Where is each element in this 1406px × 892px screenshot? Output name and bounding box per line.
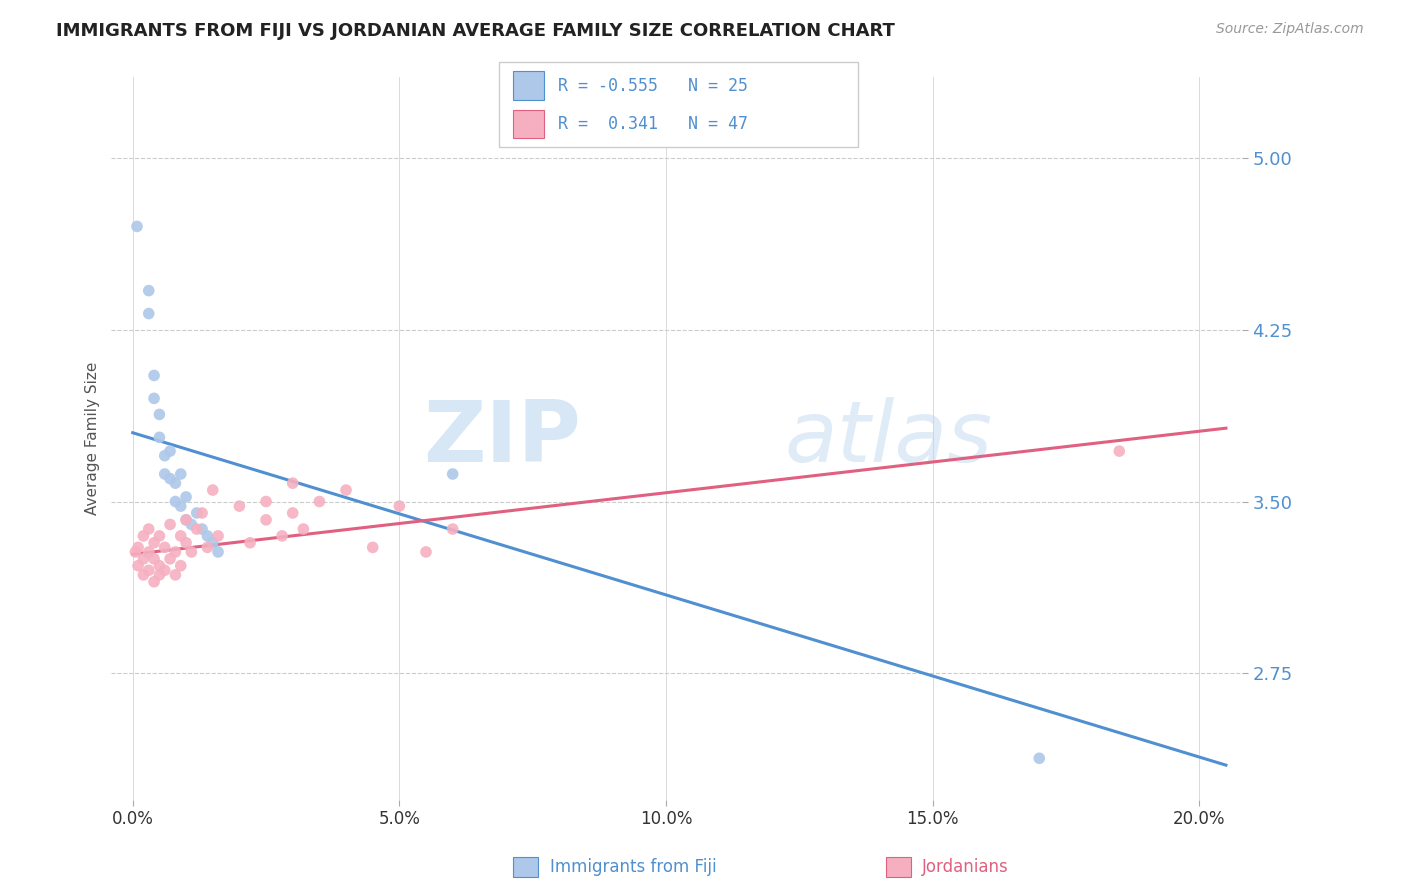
Text: IMMIGRANTS FROM FIJI VS JORDANIAN AVERAGE FAMILY SIZE CORRELATION CHART: IMMIGRANTS FROM FIJI VS JORDANIAN AVERAG… — [56, 22, 896, 40]
Point — [191, 506, 214, 520]
Point — [361, 541, 384, 555]
Point — [281, 506, 304, 520]
Point — [159, 472, 181, 486]
Point — [170, 558, 193, 573]
Point — [148, 430, 170, 444]
Point — [143, 574, 166, 589]
Point — [153, 449, 176, 463]
Point — [174, 536, 197, 550]
Point — [138, 563, 160, 577]
Point — [441, 467, 464, 481]
Point — [165, 567, 187, 582]
Point — [138, 545, 160, 559]
Point — [415, 545, 437, 559]
Point — [143, 368, 166, 383]
Point — [159, 444, 181, 458]
Point — [138, 307, 160, 321]
Point — [127, 558, 149, 573]
Point — [335, 483, 357, 497]
Point — [1108, 444, 1130, 458]
Text: ZIP: ZIP — [423, 397, 581, 480]
Point — [174, 513, 197, 527]
Text: Jordanians: Jordanians — [922, 858, 1010, 876]
Point — [153, 541, 176, 555]
Point — [132, 567, 155, 582]
Point — [441, 522, 464, 536]
Point — [170, 467, 193, 481]
Text: R =  0.341   N = 47: R = 0.341 N = 47 — [558, 115, 748, 133]
Point — [239, 536, 262, 550]
Point — [165, 494, 187, 508]
Point — [207, 529, 229, 543]
Point — [174, 513, 197, 527]
Point — [308, 494, 330, 508]
Point — [170, 499, 193, 513]
Point — [254, 513, 277, 527]
Point — [292, 522, 315, 536]
Point — [159, 517, 181, 532]
Point — [148, 558, 170, 573]
Point — [165, 545, 187, 559]
Point — [191, 522, 214, 536]
Point — [201, 536, 224, 550]
Point — [148, 408, 170, 422]
Point — [138, 522, 160, 536]
Point — [254, 494, 277, 508]
Point — [271, 529, 294, 543]
Point — [197, 541, 219, 555]
Point — [127, 541, 149, 555]
Point — [281, 476, 304, 491]
Point — [153, 467, 176, 481]
Point — [148, 529, 170, 543]
Point — [170, 529, 193, 543]
Point — [159, 551, 181, 566]
Text: Immigrants from Fiji: Immigrants from Fiji — [550, 858, 717, 876]
Point — [180, 545, 202, 559]
Text: R = -0.555   N = 25: R = -0.555 N = 25 — [558, 77, 748, 95]
Point — [186, 522, 208, 536]
Point — [132, 529, 155, 543]
Point — [125, 219, 148, 234]
Point — [165, 476, 187, 491]
Point — [207, 545, 229, 559]
Point — [197, 529, 219, 543]
Point — [143, 392, 166, 406]
Point — [174, 490, 197, 504]
Point — [1028, 751, 1050, 765]
Y-axis label: Average Family Size: Average Family Size — [86, 362, 100, 516]
Point — [186, 506, 208, 520]
Point — [180, 517, 202, 532]
Point — [138, 284, 160, 298]
Point — [228, 499, 250, 513]
Point — [132, 551, 155, 566]
Point — [143, 551, 166, 566]
Point — [143, 536, 166, 550]
Point — [388, 499, 411, 513]
Text: Source: ZipAtlas.com: Source: ZipAtlas.com — [1216, 22, 1364, 37]
Text: atlas: atlas — [785, 397, 993, 480]
Point — [124, 545, 146, 559]
Point — [148, 567, 170, 582]
Point — [201, 483, 224, 497]
Point — [153, 563, 176, 577]
